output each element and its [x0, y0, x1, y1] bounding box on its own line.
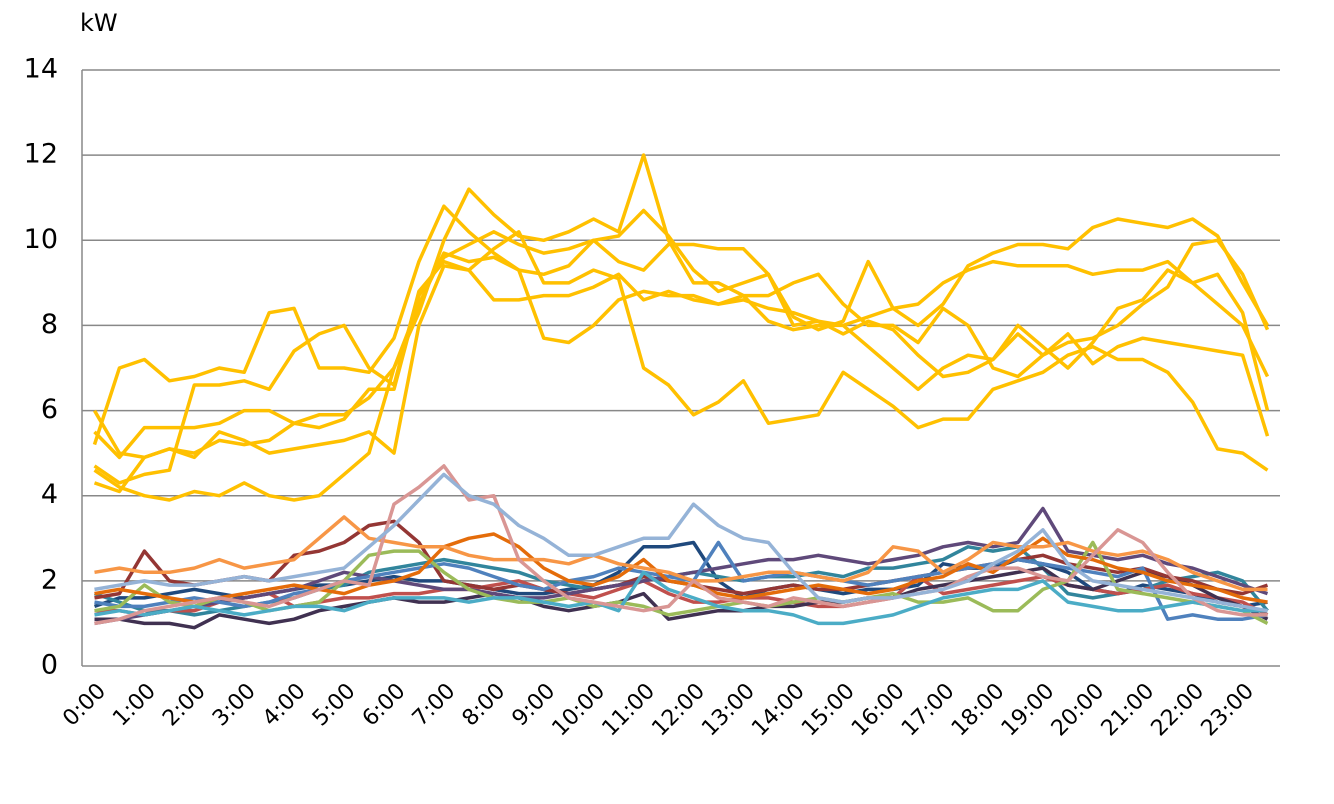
y-tick-label: 0 [41, 650, 58, 681]
x-tick-label: 1:00 [108, 679, 161, 732]
y-tick-label: 14 [24, 54, 58, 85]
series-line [93, 251, 1270, 502]
x-tick-label: 0:00 [58, 679, 111, 732]
series-line [92, 204, 1270, 446]
x-tick-label: 19:00 [997, 679, 1060, 742]
x-tick-label: 18:00 [947, 679, 1010, 742]
series-line [94, 472, 1268, 613]
x-tick-label: 6:00 [358, 679, 411, 732]
series-line [94, 464, 1268, 626]
x-tick-label: 4:00 [258, 679, 311, 732]
x-tick-label: 17:00 [897, 679, 960, 742]
series-line [94, 540, 1268, 621]
series-line [94, 532, 1268, 604]
x-tick-label: 15:00 [797, 679, 860, 742]
x-tick-label: 22:00 [1147, 679, 1210, 742]
y-tick-label: 10 [24, 224, 58, 255]
x-tick-label: 14:00 [747, 679, 810, 742]
y-tick-label: 8 [41, 309, 58, 340]
y-tick-label: 12 [24, 139, 58, 170]
series-line [93, 230, 1269, 494]
x-tick-label: 20:00 [1047, 679, 1110, 742]
y-tick-label: 6 [41, 394, 58, 425]
y-axis-label: kW [80, 9, 118, 37]
series-line [94, 506, 1269, 626]
x-tick-label: 21:00 [1097, 679, 1160, 742]
x-tick-label: 7:00 [408, 679, 461, 732]
series-line [93, 230, 1270, 460]
x-tick-label: 23:00 [1197, 679, 1260, 742]
x-tick-label: 13:00 [697, 679, 760, 742]
x-tick-label: 2:00 [158, 679, 211, 732]
x-tick-label: 16:00 [847, 679, 910, 742]
x-tick-label: 10:00 [548, 679, 611, 742]
series-line [94, 515, 1268, 592]
x-tick-label: 12:00 [647, 679, 710, 742]
y-tick-label: 4 [41, 479, 58, 510]
x-tick-label: 11:00 [598, 679, 661, 742]
x-tick-label: 5:00 [308, 679, 361, 732]
series-line [94, 566, 1269, 630]
series-line [92, 153, 1270, 460]
y-tick-label: 2 [41, 564, 58, 595]
x-tick-label: 3:00 [208, 679, 261, 732]
x-tick-label: 8:00 [458, 679, 511, 732]
